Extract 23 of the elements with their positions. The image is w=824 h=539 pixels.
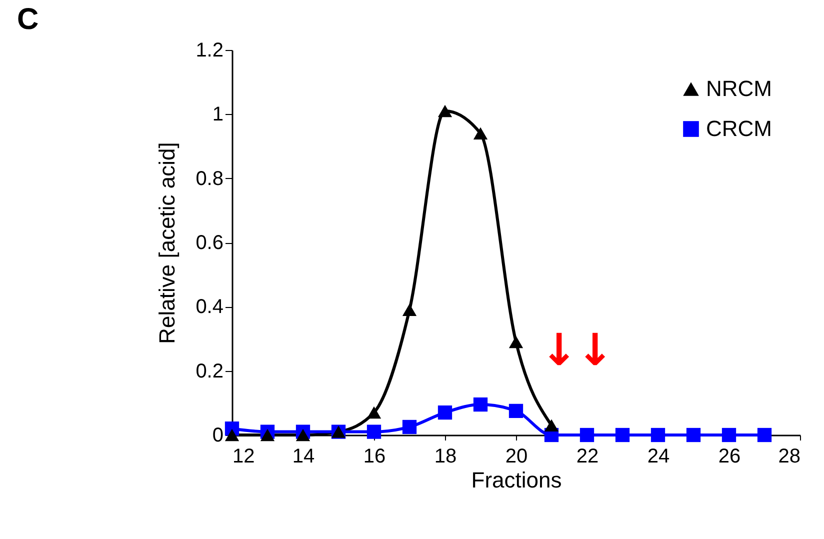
annotation: ↓ [540,325,578,376]
legend-label: NRCM [706,76,772,101]
y-axis-title: Relative [acetic acid] [154,142,180,344]
x-axis-title: Fractions [471,468,562,492]
y-tick-label: 0.4 [196,296,224,318]
x-tick-label: 26 [718,446,741,468]
x-tick-label: 14 [292,446,315,468]
y-tick-label: 0.8 [196,168,224,190]
y-tick-label: 0 [212,424,224,446]
annotation: ↓ [576,325,614,376]
y-tick-label: 0.2 [196,360,224,382]
legend-label: CRCM [706,116,772,141]
x-tick-label: 28 [778,446,800,468]
x-tick-label: 18 [434,446,457,468]
x-tick-label: 22 [576,446,599,468]
x-tick-label: 16 [363,446,386,468]
x-tick-label: 24 [647,446,670,468]
text: C [17,3,39,36]
y-tick-label: 0.6 [196,232,224,254]
x-tick-label: 20 [505,446,528,468]
y-tick-label: 1 [212,104,224,126]
x-tick-label: 12 [232,446,255,468]
y-tick-label: 1.2 [196,40,224,62]
